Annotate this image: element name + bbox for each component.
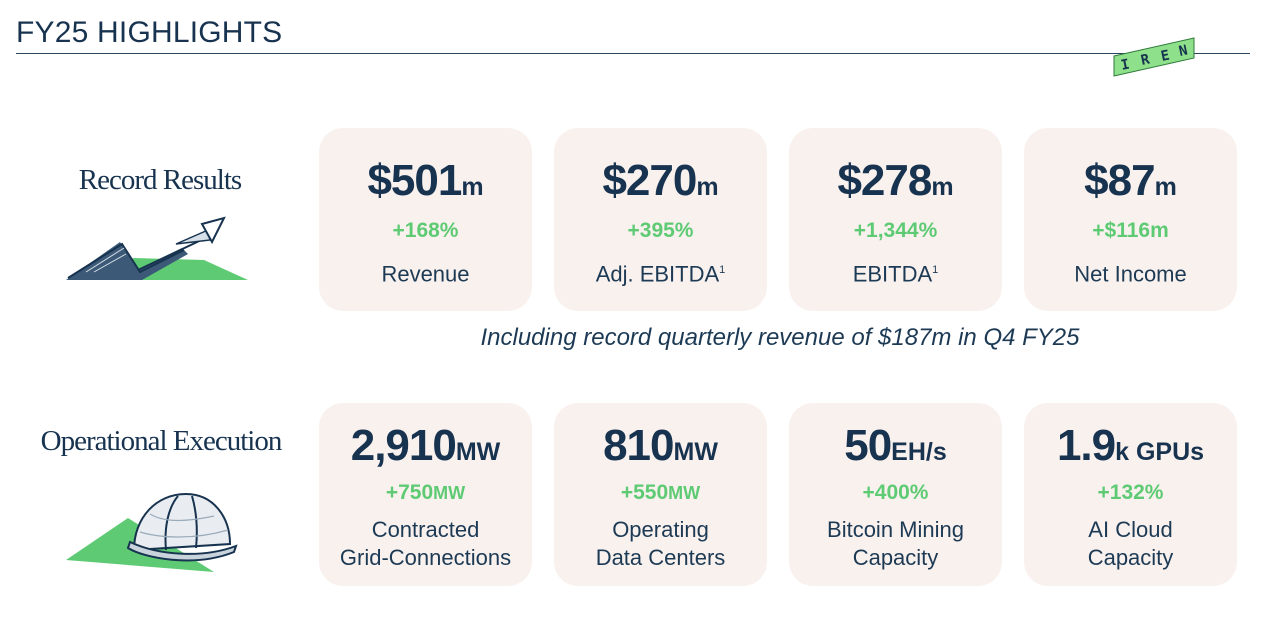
logo-letter-n: N [1178,43,1190,60]
title-divider [16,53,1250,54]
ai-cloud-label: AI Cloud Capacity [1087,517,1174,570]
ai-cloud-value: 1.9k GPUs [1056,421,1205,470]
adj-ebitda-card: $270m +395% Adj. EBITDA1 [554,128,767,311]
bitcoin-mining-value: 50EH/s [844,421,947,470]
net-income-label: Net Income [1074,261,1187,287]
adj-ebitda-change: +395% [627,219,694,242]
rising-arrow-icon [66,216,248,280]
grid-connections-change: +750MW [385,481,466,504]
data-centers-card: 810MW +550MW Operating Data Centers [554,403,767,586]
quarterly-revenue-note: Including record quarterly revenue of $1… [480,324,1080,351]
logo-letter-r: R [1140,51,1152,69]
net-income-value: $87m [1084,156,1177,205]
revenue-label: Revenue [381,261,470,287]
data-centers-value: 810MW [603,421,718,470]
grid-connections-value: 2,910MW [350,421,501,470]
adj-ebitda-label: Adj. EBITDA1 [595,261,726,287]
net-income-change: +$116m [1092,219,1169,242]
operational-execution-label: Operational Execution [40,425,283,457]
bitcoin-mining-change: +400% [862,481,929,504]
record-results-label: Record Results [78,164,242,196]
iren-logo: I R E N [1113,37,1195,77]
ebitda-label: EBITDA1 [852,261,939,287]
ebitda-value: $278m [837,156,954,205]
bitcoin-mining-label: Bitcoin Mining Capacity [827,517,964,570]
footnote-marker: 1 [932,264,939,276]
footnote-marker: 1 [719,264,726,276]
ai-cloud-change: +132% [1097,481,1164,504]
data-centers-label: Operating Data Centers [595,517,726,570]
data-centers-change: +550MW [620,481,701,504]
grid-connections-card: 2,910MW +750MW Contracted Grid-Connection… [319,403,532,586]
net-income-card: $87m +$116m Net Income [1024,128,1237,311]
logo-letter-i: I [1120,57,1132,74]
bitcoin-mining-card: 50EH/s +400% Bitcoin Mining Capacity [789,403,1002,586]
ai-cloud-card: 1.9k GPUs +132% AI Cloud Capacity [1024,403,1237,586]
logo-letter-e: E [1160,48,1172,65]
ebitda-change: +1,344% [853,219,938,242]
adj-ebitda-value: $270m [602,156,719,205]
ebitda-card: $278m +1,344% EBITDA1 [789,128,1002,311]
hard-hat-icon [66,492,238,572]
page-title: FY25 HIGHLIGHTS [16,16,283,49]
revenue-card: $501m +168% Revenue [319,128,532,311]
revenue-value: $501m [367,156,484,205]
grid-connections-label: Contracted Grid-Connections [339,517,512,570]
revenue-change: +168% [392,219,459,242]
